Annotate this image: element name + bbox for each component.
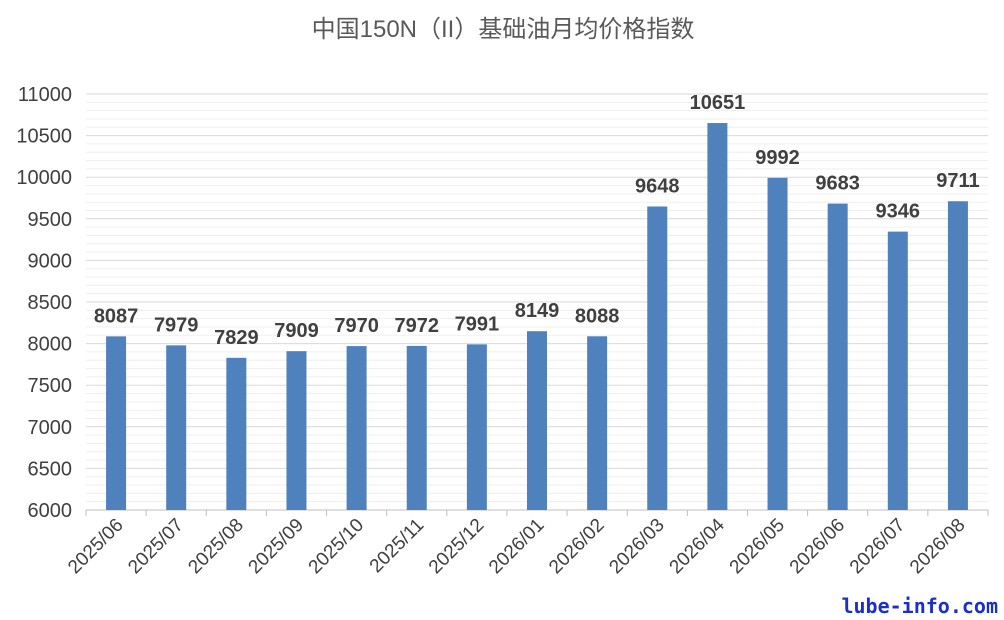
x-tick-label: 2026/02 [545, 515, 608, 578]
y-tick-label: 9500 [28, 209, 73, 231]
y-tick-label: 6000 [28, 500, 73, 522]
x-axis-ticks: 2025/062025/072025/082025/092025/102025/… [64, 510, 989, 578]
y-tick-label: 11000 [18, 84, 72, 106]
y-tick-label: 7500 [28, 375, 73, 397]
data-label: 8149 [515, 300, 560, 322]
data-label: 9711 [936, 170, 979, 192]
bar [767, 177, 788, 510]
x-tick-label: 2026/08 [906, 515, 969, 578]
y-tick-label: 10500 [16, 126, 72, 148]
bar [166, 345, 187, 510]
x-tick-label: 2026/05 [726, 515, 789, 578]
data-label: 7829 [214, 327, 259, 349]
data-label: 7979 [154, 314, 199, 336]
y-tick-label: 10000 [16, 167, 72, 189]
x-tick-label: 2026/04 [666, 514, 730, 578]
bars [106, 123, 968, 511]
data-label: 9648 [635, 175, 680, 197]
data-label: 7970 [334, 315, 379, 337]
chart-title: 中国150N（II）基础油月均价格指数 [312, 16, 695, 43]
data-label: 8088 [575, 305, 620, 327]
bar [406, 345, 427, 510]
bar [947, 201, 968, 510]
data-label: 10651 [690, 92, 746, 114]
x-tick-label: 2025/08 [184, 515, 247, 578]
x-tick-label: 2026/01 [485, 515, 548, 578]
bar [346, 346, 367, 510]
bar [587, 336, 608, 510]
bar [707, 123, 728, 510]
x-tick-label: 2025/07 [124, 515, 187, 578]
bar [827, 203, 848, 510]
watermark: lube-info.com [841, 594, 998, 618]
x-tick-label: 2025/10 [305, 515, 368, 578]
bar [887, 231, 908, 510]
bar [527, 331, 547, 510]
data-label: 9346 [876, 201, 921, 223]
bar [647, 206, 668, 511]
bar [286, 351, 307, 510]
y-tick-label: 8000 [28, 334, 73, 356]
data-labels: 8087 7979 7829 7909 7970 7972 7991 8149 8088 9648… [94, 92, 980, 349]
data-label: 7991 [455, 313, 500, 335]
x-tick-label: 2025/09 [245, 515, 308, 578]
y-axis-ticks: 6000 6500 7000 7500 8000 8500 9000 9500 10000 105… [16, 84, 72, 522]
data-label: 8087 [94, 305, 139, 327]
x-tick-label: 2026/07 [846, 515, 909, 578]
x-tick-label: 2026/03 [605, 515, 668, 578]
data-label: 9992 [755, 147, 800, 169]
x-tick-label: 2025/12 [425, 515, 488, 578]
data-label: 7972 [394, 315, 439, 337]
bar [466, 344, 487, 510]
y-tick-label: 9000 [28, 250, 73, 272]
bar [226, 357, 247, 510]
x-tick-label: 2025/06 [64, 515, 127, 578]
data-label: 9683 [815, 173, 860, 195]
bar [106, 336, 127, 510]
data-label: 7909 [274, 320, 319, 342]
x-tick-label: 2026/06 [786, 515, 849, 578]
x-tick-label: 2025/11 [366, 515, 428, 577]
y-tick-label: 6500 [28, 458, 73, 480]
y-tick-label: 8500 [28, 292, 73, 314]
y-tick-label: 7000 [28, 417, 73, 439]
